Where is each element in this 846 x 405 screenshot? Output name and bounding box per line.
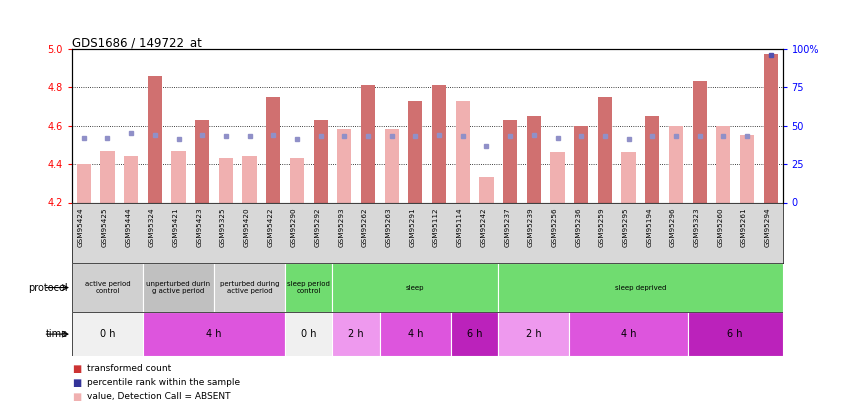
Bar bbox=[480, 177, 493, 202]
Text: GSM95422: GSM95422 bbox=[267, 207, 273, 247]
Text: GSM95259: GSM95259 bbox=[599, 207, 605, 247]
Text: GSM95261: GSM95261 bbox=[741, 207, 747, 247]
Text: GSM95325: GSM95325 bbox=[220, 207, 226, 247]
Bar bbox=[385, 130, 398, 202]
Bar bbox=[717, 126, 730, 202]
Text: GSM95291: GSM95291 bbox=[409, 207, 415, 247]
Bar bbox=[77, 164, 91, 202]
Text: GSM95260: GSM95260 bbox=[717, 207, 723, 247]
Bar bbox=[124, 156, 138, 202]
Text: 2 h: 2 h bbox=[526, 329, 541, 339]
Bar bbox=[451, 312, 498, 356]
Text: GSM95323: GSM95323 bbox=[694, 207, 700, 247]
Bar bbox=[101, 151, 114, 202]
Text: protocol: protocol bbox=[28, 283, 68, 292]
Bar bbox=[172, 151, 185, 202]
Text: GSM95420: GSM95420 bbox=[244, 207, 250, 247]
Text: GSM95263: GSM95263 bbox=[386, 207, 392, 247]
Bar bbox=[195, 120, 209, 202]
Text: 4 h: 4 h bbox=[408, 329, 423, 339]
Text: GSM95424: GSM95424 bbox=[78, 207, 84, 247]
Bar bbox=[361, 85, 375, 202]
Bar bbox=[290, 158, 304, 202]
Bar bbox=[456, 100, 470, 202]
Bar bbox=[527, 116, 541, 202]
Bar bbox=[332, 312, 380, 356]
Text: GSM95324: GSM95324 bbox=[149, 207, 155, 247]
Text: time: time bbox=[46, 329, 68, 339]
Text: 4 h: 4 h bbox=[621, 329, 636, 339]
Text: value, Detection Call = ABSENT: value, Detection Call = ABSENT bbox=[87, 392, 231, 401]
Text: GSM95423: GSM95423 bbox=[196, 207, 202, 247]
Bar bbox=[214, 263, 285, 312]
Text: ■: ■ bbox=[72, 392, 81, 402]
Text: 6 h: 6 h bbox=[728, 329, 743, 339]
Text: sleep deprived: sleep deprived bbox=[615, 285, 666, 290]
Bar bbox=[598, 97, 612, 202]
Text: GSM95239: GSM95239 bbox=[528, 207, 534, 247]
Text: 6 h: 6 h bbox=[467, 329, 482, 339]
Bar bbox=[332, 263, 498, 312]
Text: ■: ■ bbox=[72, 378, 81, 388]
Bar bbox=[143, 263, 214, 312]
Text: GSM95242: GSM95242 bbox=[481, 207, 486, 247]
Text: active period
control: active period control bbox=[85, 281, 130, 294]
Text: sleep period
control: sleep period control bbox=[288, 281, 330, 294]
Text: 0 h: 0 h bbox=[100, 329, 115, 339]
Text: GSM95237: GSM95237 bbox=[504, 207, 510, 247]
Text: 4 h: 4 h bbox=[206, 329, 222, 339]
Bar bbox=[498, 312, 569, 356]
Bar bbox=[219, 158, 233, 202]
Bar bbox=[574, 126, 588, 202]
Bar bbox=[143, 312, 285, 356]
Text: GSM95290: GSM95290 bbox=[291, 207, 297, 247]
Bar bbox=[72, 263, 143, 312]
Text: GSM95114: GSM95114 bbox=[457, 207, 463, 247]
Text: 2 h: 2 h bbox=[349, 329, 364, 339]
Bar bbox=[498, 263, 783, 312]
Bar bbox=[551, 153, 564, 202]
Text: GSM95194: GSM95194 bbox=[646, 207, 652, 247]
Bar bbox=[622, 153, 635, 202]
Text: ■: ■ bbox=[72, 364, 81, 373]
Bar bbox=[314, 120, 327, 202]
Bar bbox=[285, 312, 332, 356]
Text: 0 h: 0 h bbox=[301, 329, 316, 339]
Text: GSM95421: GSM95421 bbox=[173, 207, 179, 247]
Bar bbox=[645, 116, 659, 202]
Text: transformed count: transformed count bbox=[87, 364, 172, 373]
Text: GSM95112: GSM95112 bbox=[433, 207, 439, 247]
Text: GSM95292: GSM95292 bbox=[315, 207, 321, 247]
Bar bbox=[338, 130, 351, 202]
Bar bbox=[669, 126, 683, 202]
Bar bbox=[285, 263, 332, 312]
Bar bbox=[503, 120, 517, 202]
Text: GSM95262: GSM95262 bbox=[362, 207, 368, 247]
Bar bbox=[72, 312, 143, 356]
Text: GSM95425: GSM95425 bbox=[102, 207, 107, 247]
Text: unperturbed durin
g active period: unperturbed durin g active period bbox=[146, 281, 211, 294]
Bar bbox=[266, 97, 280, 202]
Text: GSM95296: GSM95296 bbox=[670, 207, 676, 247]
Text: GSM95295: GSM95295 bbox=[623, 207, 629, 247]
Text: sleep: sleep bbox=[406, 285, 425, 290]
Bar bbox=[380, 312, 451, 356]
Bar bbox=[740, 135, 754, 202]
Text: percentile rank within the sample: percentile rank within the sample bbox=[87, 378, 240, 387]
Bar bbox=[243, 156, 256, 202]
Text: GDS1686 / 149722_at: GDS1686 / 149722_at bbox=[72, 36, 202, 49]
Bar bbox=[693, 81, 706, 202]
Text: GSM95256: GSM95256 bbox=[552, 207, 558, 247]
Text: GSM95294: GSM95294 bbox=[765, 207, 771, 247]
Bar bbox=[569, 312, 688, 356]
Bar bbox=[764, 54, 777, 202]
Bar bbox=[688, 312, 783, 356]
Text: perturbed during
active period: perturbed during active period bbox=[220, 281, 279, 294]
Bar bbox=[409, 100, 422, 202]
Text: GSM95444: GSM95444 bbox=[125, 207, 131, 247]
Text: GSM95236: GSM95236 bbox=[575, 207, 581, 247]
Bar bbox=[432, 85, 446, 202]
Bar bbox=[148, 75, 162, 202]
Text: GSM95293: GSM95293 bbox=[338, 207, 344, 247]
